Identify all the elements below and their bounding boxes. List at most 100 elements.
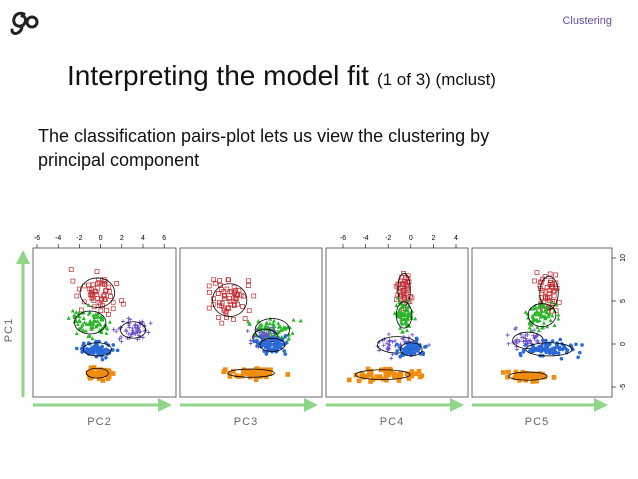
- decorative-point: [114, 281, 120, 286]
- decorative-point: [235, 301, 240, 307]
- decorative-point: [246, 369, 252, 375]
- decorative-point: [119, 339, 124, 344]
- decorative-point: [533, 306, 538, 310]
- decorative-point: [100, 317, 105, 322]
- cluster-ellipse: [399, 342, 423, 357]
- decorative-point: [247, 321, 252, 326]
- decorative-point: [346, 377, 352, 383]
- decorative-point: [106, 284, 112, 290]
- decorative-point: [90, 282, 96, 288]
- decorative-point: [540, 338, 545, 342]
- decorative-point: [560, 347, 565, 352]
- decorative-point: [414, 348, 419, 353]
- decorative-point: [222, 367, 228, 373]
- title-suffix: (1 of 3) (mclust): [377, 70, 496, 89]
- tick-label: 10: [620, 254, 627, 262]
- decorative-point: [397, 308, 402, 313]
- decorative-point: [264, 320, 269, 325]
- decorative-point: [410, 332, 415, 337]
- decorative-point: [534, 378, 540, 384]
- decorative-point: [272, 342, 277, 347]
- decorative-point: [89, 324, 94, 329]
- decorative-point: [426, 343, 431, 348]
- decorative-point: [411, 347, 416, 351]
- decorative-point: [130, 330, 135, 335]
- decorative-point: [234, 373, 239, 378]
- decorative-point: [99, 372, 104, 378]
- decorative-point: [551, 351, 556, 356]
- decorative-point: [578, 350, 582, 355]
- decorative-point: [413, 316, 418, 321]
- decorative-point: [86, 334, 91, 339]
- decorative-point: [248, 341, 253, 346]
- decorative-point: [374, 374, 380, 380]
- pairs-plot: PC2 PC3 PC4 PC5 -6 -4 -2 0 2 4 6 -6 -4 -2 0 2 4 10 5 0 -5: [32, 235, 627, 428]
- decorative-point: [356, 378, 362, 384]
- decorative-point: [423, 345, 427, 349]
- decorative-point: [406, 322, 411, 327]
- slide-title: Interpreting the model fit (1 of 3) (mclu…: [67, 60, 496, 91]
- decorative-point: [386, 346, 391, 351]
- decorative-point: [223, 310, 229, 316]
- decorative-point: [224, 286, 230, 292]
- decorative-point: [245, 283, 251, 288]
- decorative-point: [279, 334, 284, 339]
- decorative-point: [74, 293, 80, 299]
- decorative-point: [393, 338, 398, 343]
- decorative-point: [521, 349, 526, 354]
- decorative-point: [90, 336, 95, 341]
- decorative-point: [556, 312, 561, 317]
- decorative-point: [84, 321, 89, 326]
- decorative-point: [552, 348, 557, 352]
- decorative-point: [74, 310, 79, 314]
- decorative-point: [544, 284, 550, 290]
- decorative-point: [412, 351, 417, 356]
- decorative-point: [81, 316, 86, 321]
- decorative-point: [403, 319, 408, 323]
- decorative-point: [135, 337, 140, 342]
- decorative-point: [215, 291, 221, 296]
- decorative-point: [94, 269, 100, 275]
- decorative-point: [421, 351, 425, 355]
- decorative-point: [77, 326, 82, 331]
- decorative-point: [211, 296, 216, 302]
- decorative-point: [419, 373, 425, 379]
- decorative-point: [246, 319, 251, 324]
- decorative-point: [399, 305, 404, 309]
- decorative-point: [551, 375, 557, 380]
- decorative-point: [518, 351, 523, 356]
- decorative-point: [106, 374, 112, 380]
- decorative-point: [556, 316, 561, 321]
- cluster-ellipse: [539, 275, 559, 310]
- decorative-point: [538, 304, 543, 309]
- cluster-ellipse: [212, 283, 248, 317]
- decorative-point: [278, 345, 283, 350]
- decorative-point: [553, 272, 558, 278]
- decorative-point: [79, 307, 84, 313]
- decorative-point: [537, 312, 542, 317]
- decorative-point: [539, 325, 544, 330]
- decorative-point: [263, 326, 268, 331]
- decorative-point: [226, 295, 232, 301]
- decorative-point: [105, 348, 110, 353]
- decorative-point: [546, 314, 551, 319]
- decorative-point: [270, 325, 275, 330]
- decorative-point: [148, 321, 153, 326]
- decorative-point: [117, 337, 122, 342]
- decorative-point: [75, 322, 80, 326]
- decorative-point: [282, 349, 286, 353]
- decorative-point: [523, 310, 528, 314]
- arrow-head: [450, 398, 464, 412]
- decorative-point: [298, 318, 303, 323]
- decorative-point: [217, 300, 222, 305]
- decorative-point: [267, 347, 272, 352]
- decorative-point: [263, 334, 268, 339]
- decorative-point: [81, 328, 86, 332]
- decorative-point: [217, 278, 223, 283]
- decorative-point: [580, 343, 584, 347]
- decorative-point: [68, 267, 74, 272]
- decorative-point: [219, 320, 225, 326]
- cluster-ellipse: [85, 367, 109, 379]
- decorative-point: [549, 347, 554, 351]
- decorative-point: [409, 353, 413, 358]
